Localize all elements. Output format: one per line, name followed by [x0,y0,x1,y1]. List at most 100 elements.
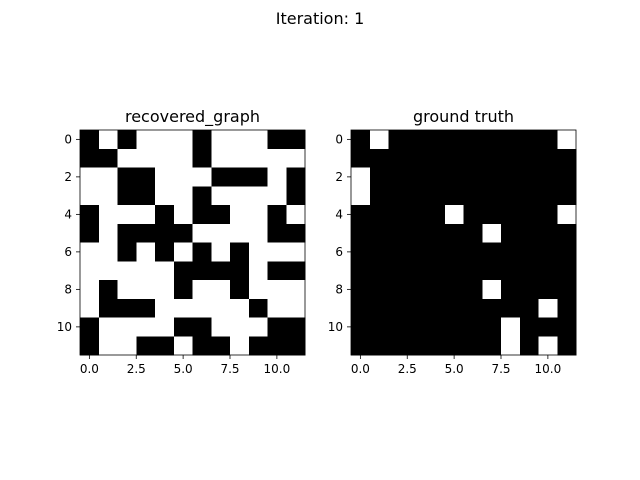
heatmap-cell [444,336,464,356]
heatmap-cell [369,242,389,262]
x-tick-label: 5.0 [174,362,193,376]
heatmap-cell [286,261,306,281]
heatmap-cell [501,148,521,168]
heatmap-cell [155,186,175,206]
heatmap-cell [211,298,231,318]
heatmap-cell [117,186,137,206]
y-tick-label: 6 [335,245,343,259]
heatmap-cell [155,130,175,150]
heatmap-cell [248,336,268,356]
heatmap-cell [388,186,408,206]
heatmap-cell [80,205,100,225]
heatmap-cell [388,261,408,281]
heatmap-cell [267,167,287,187]
heatmap-cell [463,336,483,356]
heatmap-cell [501,205,521,225]
heatmap-cell [98,186,118,206]
heatmap-cell [173,298,193,318]
heatmap-cell [211,186,231,206]
heatmap-cell [98,148,118,168]
heatmap-cell [369,336,389,356]
heatmap-cell [519,167,539,187]
heatmap-cell [557,261,577,281]
heatmap-cell [286,205,306,225]
heatmap-cell [463,148,483,168]
heatmap-cell [136,261,156,281]
heatmap-cell [230,167,250,187]
y-tick-label: 2 [335,170,343,184]
heatmap-cell [267,130,287,150]
heatmap-cell [267,242,287,262]
heatmap-cell [351,186,371,206]
heatmap-cell [267,261,287,281]
heatmap-cell [501,242,521,262]
heatmap-cell [230,261,250,281]
heatmap-cell [230,242,250,262]
heatmap-cell [444,242,464,262]
heatmap-cell [482,261,502,281]
heatmap-cell [351,148,371,168]
y-tick-label: 10 [328,320,343,334]
heatmap-cell [192,317,212,337]
heatmap-cell [519,317,539,337]
heatmap-cell [248,298,268,318]
heatmap-cell [286,242,306,262]
heatmap-cell [136,280,156,300]
heatmap-cell [192,205,212,225]
heatmap-cell [501,186,521,206]
heatmap-cell [98,223,118,243]
y-tick-label: 8 [64,282,72,296]
heatmap-cell [211,148,231,168]
heatmap-cell [538,130,558,150]
heatmap-cell [482,336,502,356]
heatmap-cell [482,205,502,225]
heatmap-cell [230,130,250,150]
heatmap-cell [482,186,502,206]
x-tick-label: 2.5 [398,362,417,376]
heatmap-cell [557,298,577,318]
heatmap-cell [230,148,250,168]
heatmap-cell [155,298,175,318]
heatmap-cell [463,167,483,187]
heatmap-cell [192,242,212,262]
heatmap-cell [211,130,231,150]
heatmap-cell [444,130,464,150]
heatmap-cell [192,148,212,168]
heatmap-cell [286,130,306,150]
heatmap-cell [248,205,268,225]
heatmap-cell [463,242,483,262]
heatmap-cell [286,167,306,187]
heatmap-cell [286,298,306,318]
heatmap-cells [351,130,577,356]
heatmap-cell [267,336,287,356]
heatmap-cell [444,298,464,318]
heatmap-cell [267,223,287,243]
heatmap-cell [557,205,577,225]
heatmap-cell [444,280,464,300]
heatmap-cell [211,167,231,187]
heatmap-cell [248,242,268,262]
heatmap-cell [267,186,287,206]
heatmap-cell [173,186,193,206]
heatmap-cell [538,205,558,225]
axes-frame [350,129,577,356]
heatmap-cell [426,280,446,300]
heatmap-cell [388,167,408,187]
heatmap-cell [155,261,175,281]
heatmap-cell [519,205,539,225]
heatmap-cell [557,186,577,206]
heatmap-cell [286,186,306,206]
heatmap-cell [351,317,371,337]
heatmap-cell [369,130,389,150]
heatmap-cell [155,280,175,300]
heatmap-cell [155,223,175,243]
heatmap-cell [444,186,464,206]
heatmap-cell [407,317,427,337]
heatmap-cell [463,130,483,150]
heatmap-cell [444,223,464,243]
heatmap-cell [80,242,100,262]
x-tick-label: 10.0 [535,362,562,376]
heatmap-cell [538,280,558,300]
heatmap-cell [211,205,231,225]
heatmap-panel-2: ground truth 0.0 2.5 5.0 7.5 10.0 0 2 4 6 8 10 [328,107,577,376]
